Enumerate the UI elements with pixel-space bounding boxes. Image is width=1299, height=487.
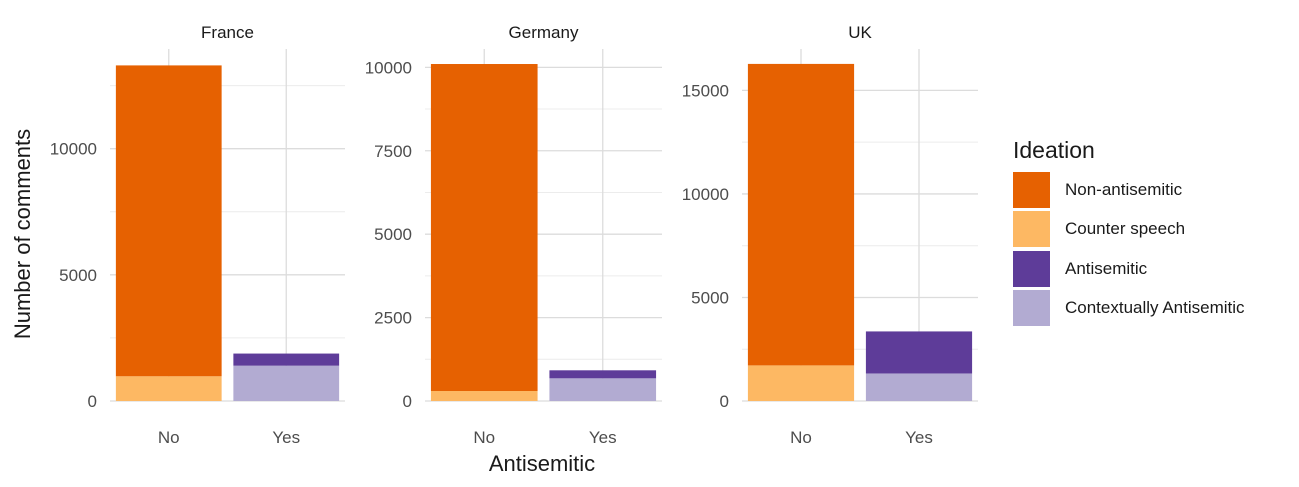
bar-france-no-counter-speech bbox=[115, 376, 222, 401]
facet-title-france: France bbox=[201, 23, 254, 42]
y-tick-label-france: 10000 bbox=[50, 140, 97, 159]
legend-item-antisemitic: Antisemitic bbox=[1013, 249, 1245, 289]
y-tick-label-france: 0 bbox=[88, 392, 97, 411]
x-tick-label-germany-yes: Yes bbox=[589, 428, 617, 447]
bar-germany-no-non-antisemitic bbox=[430, 64, 538, 391]
bar-germany-yes-antisemitic bbox=[549, 370, 657, 379]
bar-germany-yes-contextually-antisemitic bbox=[549, 378, 657, 401]
legend-item-counter-speech: Counter speech bbox=[1013, 210, 1245, 250]
legend-label-counter-speech: Counter speech bbox=[1065, 219, 1186, 239]
y-tick-label-germany: 2500 bbox=[374, 309, 412, 328]
legend-swatch-contextually-antisemitic bbox=[1013, 290, 1050, 327]
bar-germany-no-counter-speech bbox=[430, 390, 538, 401]
bar-france-no-non-antisemitic bbox=[115, 65, 222, 377]
x-tick-label-france-no: No bbox=[158, 428, 180, 447]
legend-swatch-counter-speech bbox=[1013, 211, 1050, 248]
bar-uk-no-non-antisemitic bbox=[747, 63, 855, 366]
legend-label-non-antisemitic: Non-antisemitic bbox=[1065, 179, 1183, 199]
y-tick-label-uk: 15000 bbox=[682, 81, 729, 100]
legend-title: Ideation bbox=[1013, 137, 1095, 163]
x-tick-label-uk-no: No bbox=[790, 428, 812, 447]
y-tick-label-germany: 10000 bbox=[365, 58, 412, 77]
legend-label-contextually-antisemitic: Contextually Antisemitic bbox=[1065, 298, 1245, 318]
y-tick-label-germany: 0 bbox=[403, 392, 412, 411]
facet-title-uk: UK bbox=[848, 23, 872, 42]
y-tick-label-uk: 5000 bbox=[691, 288, 729, 307]
bar-uk-yes-contextually-antisemitic bbox=[865, 373, 973, 401]
legend: Ideation Non-antisemitic Counter speech An… bbox=[1013, 136, 1245, 328]
legend-swatch-non-antisemitic bbox=[1013, 171, 1050, 208]
bar-uk-yes-antisemitic bbox=[865, 331, 973, 374]
y-tick-label-france: 5000 bbox=[59, 266, 97, 285]
legend-item-contextually-antisemitic: Contextually Antisemitic bbox=[1013, 289, 1245, 329]
legend-swatch-antisemitic bbox=[1013, 250, 1050, 287]
x-tick-label-france-yes: Yes bbox=[272, 428, 300, 447]
y-tick-label-germany: 5000 bbox=[374, 225, 412, 244]
facet-title-germany: Germany bbox=[509, 23, 579, 42]
x-axis-label: Antisemitic bbox=[489, 451, 595, 476]
bar-uk-no-counter-speech bbox=[747, 365, 855, 401]
y-tick-label-uk: 0 bbox=[720, 392, 729, 411]
bar-france-yes-contextually-antisemitic bbox=[233, 365, 340, 401]
y-tick-label-germany: 7500 bbox=[374, 142, 412, 161]
y-tick-label-uk: 10000 bbox=[682, 185, 729, 204]
x-tick-label-germany-no: No bbox=[473, 428, 495, 447]
legend-item-non-antisemitic: Non-antisemitic bbox=[1013, 170, 1245, 210]
bar-france-yes-antisemitic bbox=[233, 353, 340, 366]
y-axis-label: Number of comments bbox=[10, 129, 35, 339]
x-tick-label-uk-yes: Yes bbox=[905, 428, 933, 447]
legend-label-antisemitic: Antisemitic bbox=[1065, 258, 1148, 278]
